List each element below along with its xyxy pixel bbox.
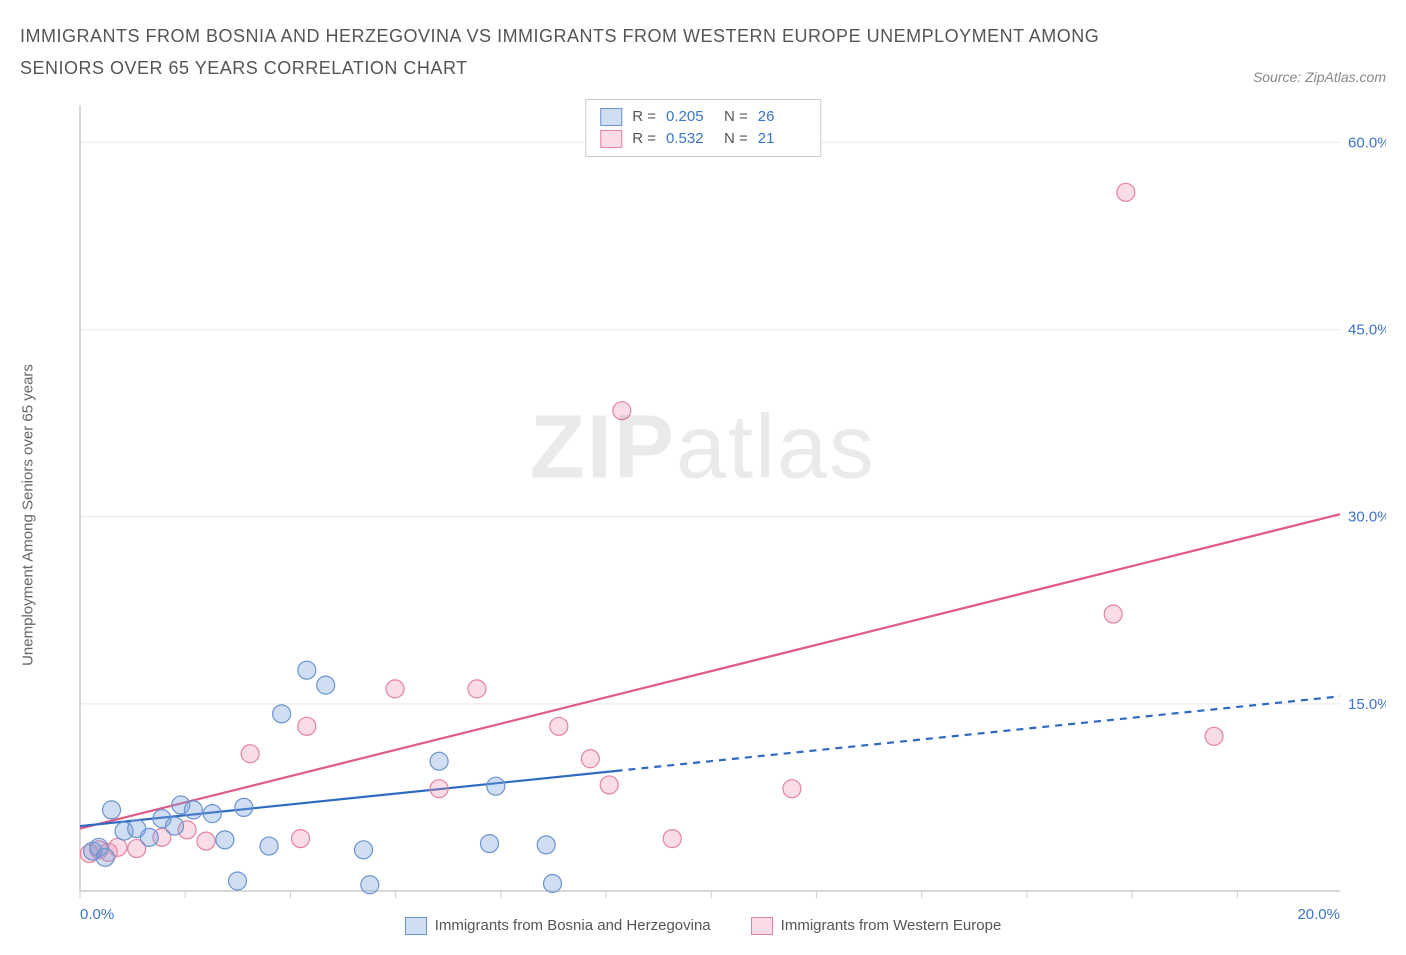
svg-text:15.0%: 15.0% xyxy=(1348,696,1386,713)
svg-text:30.0%: 30.0% xyxy=(1348,508,1386,525)
y-axis-label: Unemployment Among Seniors over 65 years xyxy=(20,364,37,666)
swatch-series2 xyxy=(751,917,773,935)
legend-label-series2: Immigrants from Western Europe xyxy=(781,917,1002,934)
legend-label-series1: Immigrants from Bosnia and Herzegovina xyxy=(435,917,711,934)
stats-row-series2: R = 0.532 N = 21 xyxy=(600,128,806,150)
swatch-series1 xyxy=(600,108,622,126)
swatch-series1 xyxy=(405,917,427,935)
r-value-series1: 0.205 xyxy=(666,108,714,125)
swatch-series2 xyxy=(600,130,622,148)
chart-container: Unemployment Among Seniors over 65 years… xyxy=(20,95,1386,935)
n-value-series1: 26 xyxy=(758,108,806,125)
stats-row-series1: R = 0.205 N = 26 xyxy=(600,106,806,128)
correlation-scatter-chart: 15.0%30.0%45.0%60.0%0.0%20.0% xyxy=(20,95,1386,935)
source-credit: Source: ZipAtlas.com xyxy=(1253,69,1386,85)
bottom-legend: Immigrants from Bosnia and Herzegovina I… xyxy=(20,917,1386,935)
svg-text:60.0%: 60.0% xyxy=(1348,134,1386,151)
svg-text:45.0%: 45.0% xyxy=(1348,321,1386,338)
legend-item-series1: Immigrants from Bosnia and Herzegovina xyxy=(405,917,711,935)
stats-legend: R = 0.205 N = 26 R = 0.532 N = 21 xyxy=(585,99,821,157)
r-value-series2: 0.532 xyxy=(666,130,714,147)
legend-item-series2: Immigrants from Western Europe xyxy=(751,917,1002,935)
n-value-series2: 21 xyxy=(758,130,806,147)
page-title: IMMIGRANTS FROM BOSNIA AND HERZEGOVINA V… xyxy=(20,20,1120,85)
